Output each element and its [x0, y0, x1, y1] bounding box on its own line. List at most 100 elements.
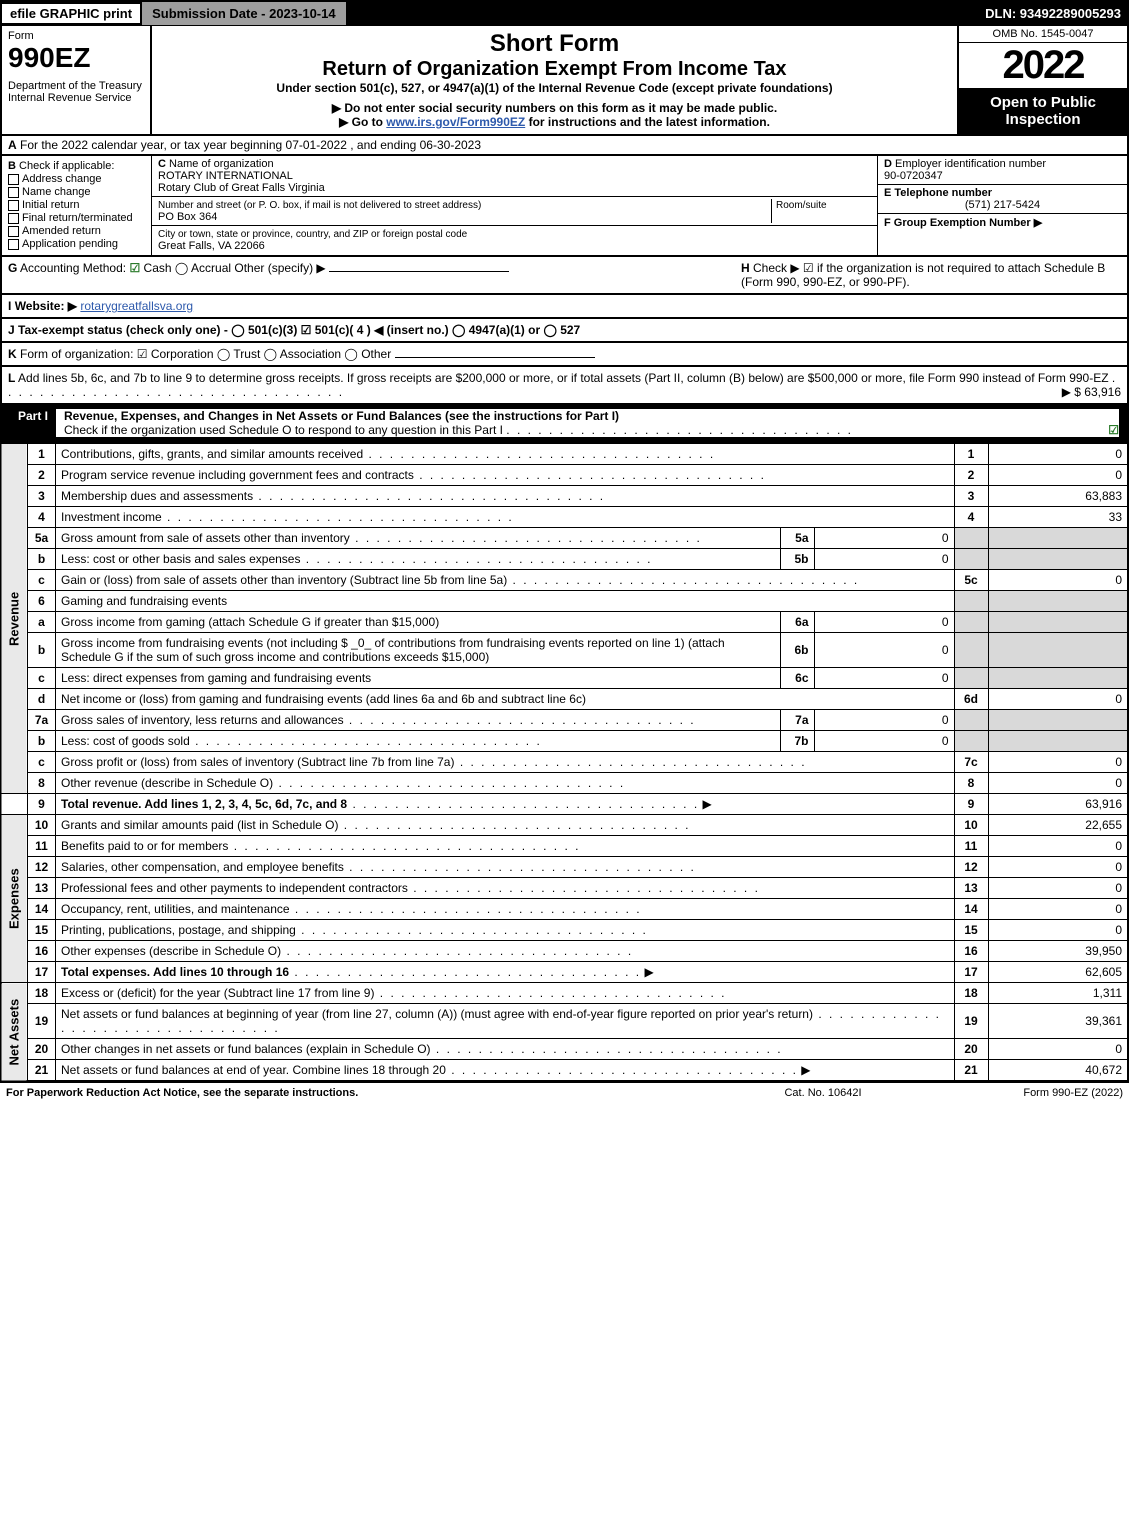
- l3-val: 63,883: [988, 486, 1128, 507]
- l5c-val: 0: [988, 570, 1128, 591]
- l13-rnum: 13: [954, 878, 988, 899]
- l6d-val: 0: [988, 689, 1128, 710]
- l10-rnum: 10: [954, 815, 988, 836]
- l6-vshade: [988, 591, 1128, 612]
- l8-desc: Other revenue (describe in Schedule O): [61, 776, 273, 790]
- accounting-cash: Cash: [144, 261, 172, 275]
- chk-initial-return[interactable]: Initial return: [8, 199, 145, 211]
- box-d: D Employer identification number 90-0720…: [877, 156, 1127, 255]
- ein-row: D Employer identification number 90-0720…: [878, 156, 1127, 185]
- l3-desc: Membership dues and assessments: [61, 489, 253, 503]
- l7c-rnum: 7c: [954, 752, 988, 773]
- chk-application-pending[interactable]: Application pending: [8, 238, 145, 250]
- row-l-text: Add lines 5b, 6c, and 7b to line 9 to de…: [18, 371, 1109, 385]
- row-l-label: L: [8, 371, 15, 385]
- l19-rnum: 19: [954, 1004, 988, 1039]
- l19-val: 39,361: [988, 1004, 1128, 1039]
- l18-num: 18: [28, 983, 56, 1004]
- l17-rnum: 17: [954, 962, 988, 983]
- form-header: Form 990EZ Department of the Treasury In…: [0, 26, 1129, 136]
- cash-check-icon: ☑: [129, 261, 140, 275]
- l6-desc: Gaming and fundraising events: [56, 591, 955, 612]
- l6b-rshade: [954, 633, 988, 668]
- irs-link[interactable]: www.irs.gov/Form990EZ: [386, 115, 525, 129]
- l18-rnum: 18: [954, 983, 988, 1004]
- website-link[interactable]: rotarygreatfallsva.org: [80, 299, 193, 313]
- l14-rnum: 14: [954, 899, 988, 920]
- l12-desc: Salaries, other compensation, and employ…: [61, 860, 344, 874]
- l11-rnum: 11: [954, 836, 988, 857]
- l6-num: 6: [28, 591, 56, 612]
- row-j-label: J: [8, 323, 15, 337]
- l16-rnum: 16: [954, 941, 988, 962]
- l7c-val: 0: [988, 752, 1128, 773]
- l10-desc: Grants and similar amounts paid (list in…: [61, 818, 338, 832]
- group-exemption-label: F Group Exemption Number ▶: [884, 217, 1042, 229]
- l9-val: 63,916: [988, 794, 1128, 815]
- l16-desc: Other expenses (describe in Schedule O): [61, 944, 281, 958]
- l1-num: 1: [28, 444, 56, 465]
- l15-rnum: 15: [954, 920, 988, 941]
- l5b-num: b: [28, 549, 56, 570]
- l6c-vshade: [988, 668, 1128, 689]
- l11-desc: Benefits paid to or for members: [61, 839, 228, 853]
- l9-desc: Total revenue. Add lines 1, 2, 3, 4, 5c,…: [61, 797, 347, 811]
- l4-desc: Investment income: [61, 510, 162, 524]
- accounting-accrual: ◯ Accrual: [175, 261, 231, 275]
- part1-label: Part I: [10, 409, 56, 437]
- part1-check-line: Check if the organization used Schedule …: [64, 423, 503, 437]
- footer-left: For Paperwork Reduction Act Notice, see …: [6, 1087, 723, 1099]
- l17-num: 17: [28, 962, 56, 983]
- l1-rnum: 1: [954, 444, 988, 465]
- chk-address-change[interactable]: Address change: [8, 173, 145, 185]
- part1-header: Part I Revenue, Expenses, and Changes in…: [0, 405, 1129, 443]
- row-i-text: Website: ▶: [15, 299, 77, 313]
- l11-num: 11: [28, 836, 56, 857]
- room-label: Room/suite: [776, 200, 827, 211]
- l6b-sn: 6b: [780, 633, 814, 668]
- l17-val: 62,605: [988, 962, 1128, 983]
- bcd-section: B Check if applicable: Address change Na…: [0, 156, 1129, 257]
- lines-table: Revenue 1 Contributions, gifts, grants, …: [0, 443, 1129, 1082]
- row-a: A For the 2022 calendar year, or tax yea…: [0, 136, 1129, 156]
- l6a-rshade: [954, 612, 988, 633]
- part1-checkbox-icon: ☑: [1108, 423, 1119, 437]
- phone-row: E Telephone number (571) 217-5424: [878, 185, 1127, 214]
- l5b-rshade: [954, 549, 988, 570]
- department: Department of the Treasury Internal Reve…: [8, 80, 144, 104]
- goto-pre: ▶ Go to: [339, 115, 386, 129]
- row-k-label: K: [8, 347, 17, 361]
- l19-desc: Net assets or fund balances at beginning…: [61, 1007, 813, 1021]
- street-value: PO Box 364: [158, 211, 217, 223]
- l11-val: 0: [988, 836, 1128, 857]
- box-b: B Check if applicable: Address change Na…: [2, 156, 152, 255]
- side-expenses: Expenses: [1, 815, 28, 983]
- row-g-h: G Accounting Method: ☑ Cash ◯ Accrual Ot…: [0, 257, 1129, 295]
- l12-val: 0: [988, 857, 1128, 878]
- l6a-sv: 0: [814, 612, 954, 633]
- chk-final-return[interactable]: Final return/terminated: [8, 212, 145, 224]
- form-meta-block: OMB No. 1545-0047 2022 Open to Public In…: [957, 26, 1127, 134]
- l6c-rshade: [954, 668, 988, 689]
- l5a-desc: Gross amount from sale of assets other t…: [61, 531, 350, 545]
- l21-num: 21: [28, 1060, 56, 1082]
- row-h-text: Check ▶ ☑ if the organization is not req…: [741, 261, 1105, 289]
- l1-val: 0: [988, 444, 1128, 465]
- row-g-label: G: [8, 261, 17, 275]
- l7b-sv: 0: [814, 731, 954, 752]
- l20-num: 20: [28, 1039, 56, 1060]
- box-b-label: B: [8, 160, 16, 172]
- l3-rnum: 3: [954, 486, 988, 507]
- row-l-amount: ▶ $ 63,916: [1062, 385, 1121, 399]
- l14-num: 14: [28, 899, 56, 920]
- l20-desc: Other changes in net assets or fund bala…: [61, 1042, 431, 1056]
- l4-rnum: 4: [954, 507, 988, 528]
- org-name-2: Rotary Club of Great Falls Virginia: [158, 182, 325, 194]
- chk-amended-return[interactable]: Amended return: [8, 225, 145, 237]
- l6a-vshade: [988, 612, 1128, 633]
- chk-name-change[interactable]: Name change: [8, 186, 145, 198]
- l16-val: 39,950: [988, 941, 1128, 962]
- form-number: 990EZ: [8, 42, 144, 74]
- row-a-label: A: [8, 138, 17, 152]
- row-a-text: For the 2022 calendar year, or tax year …: [20, 138, 481, 152]
